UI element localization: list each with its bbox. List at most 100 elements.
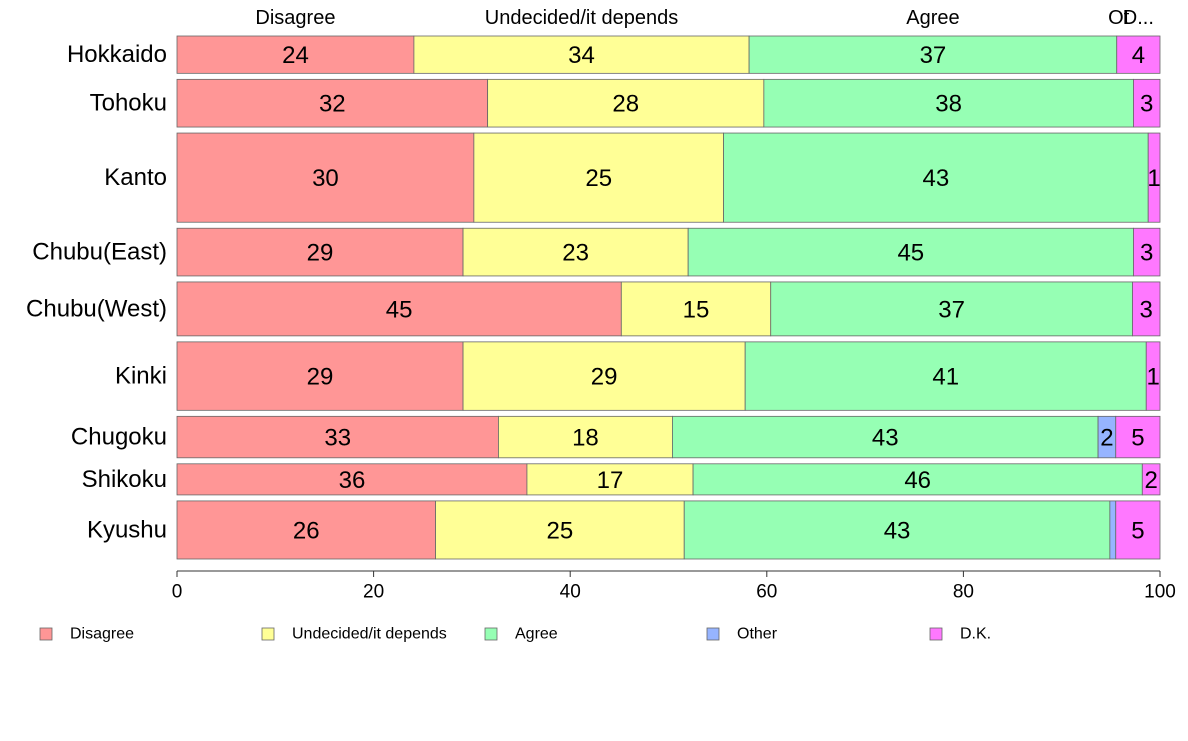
bar-segment [176,415,499,459]
data-label: 1 [1147,165,1160,192]
data-label: 1 [1146,364,1159,391]
data-label: 43 [884,517,911,544]
category-label: Kyushu [87,516,167,543]
category-label: Shikoku [82,466,167,493]
legend-label: D.K. [960,626,991,643]
bar-segment [1147,132,1161,223]
data-label: 37 [920,42,947,69]
bar-segment [1132,281,1161,337]
bar-segment [672,415,1099,459]
bar-segment [473,132,724,223]
category-label: Hokkaido [67,41,167,68]
data-label: 26 [293,517,320,544]
bar-segment [498,415,673,459]
bar-segment [176,78,489,128]
x-tick-label: 20 [363,582,384,603]
top-series-label: Disagree [255,7,335,29]
data-label: 23 [562,240,589,267]
bar-segment [744,341,1147,411]
bar-segment [435,500,685,560]
category-label: Kanto [104,164,167,191]
data-label: 3 [1140,240,1153,267]
bar-segment [1141,463,1161,496]
top-series-label: D... [1123,7,1154,29]
data-label: 5 [1131,425,1144,452]
bar-segment [462,227,689,277]
legend-swatch [484,627,498,641]
data-label: 3 [1140,91,1153,118]
data-label: 30 [312,165,339,192]
data-label: 33 [324,425,351,452]
legend-label: Agree [515,626,558,643]
legend-swatch [39,627,53,641]
x-tick-label: 40 [560,582,581,603]
category-label: Chugoku [71,424,167,451]
category-label: Tohoku [90,90,167,117]
bar-segment [176,227,464,277]
bar-segment [176,500,436,560]
bar-segment [1115,415,1161,459]
data-label: 29 [307,364,334,391]
category-label: Chubu(West) [26,295,167,322]
top-series-label: Agree [906,7,959,29]
bar-segment [1133,227,1161,277]
data-label: 41 [932,364,959,391]
data-label: 43 [923,165,950,192]
top-series-label: Undecided/it depends [485,7,678,29]
bar-segment [1109,500,1117,560]
data-label: 4 [1132,42,1145,69]
bar-segment [176,35,415,74]
bar-segment [176,132,475,223]
data-label: 28 [612,91,639,118]
legend-label: Disagree [70,626,134,643]
legend-label: Undecided/it depends [292,626,447,643]
x-tick-label: 80 [953,582,974,603]
data-label: 38 [935,91,962,118]
x-tick-label: 60 [756,582,777,603]
data-label: 5 [1131,517,1144,544]
data-label: 43 [872,425,899,452]
bar-segment [763,78,1134,128]
legend-label: Other [737,626,778,643]
bar-segment [487,78,765,128]
data-label: 34 [568,42,595,69]
bar-segment [176,463,528,496]
category-label: Chubu(East) [32,239,167,266]
bar-segment [1116,35,1161,74]
bar-segment [1133,78,1161,128]
category-label: Kinki [115,363,167,390]
bar-segment [526,463,694,496]
data-label: 25 [547,517,574,544]
data-label: 45 [386,296,413,323]
data-label: 3 [1140,296,1153,323]
data-label: 46 [904,467,931,494]
x-tick-label: 100 [1144,582,1176,603]
data-label: 17 [597,467,624,494]
data-label: 2 [1100,425,1113,452]
data-label: 36 [339,467,366,494]
data-label: 45 [897,240,924,267]
bar-segment [770,281,1133,337]
data-label: 32 [319,91,346,118]
data-label: 29 [307,240,334,267]
data-label: 15 [683,296,710,323]
bar-segment [413,35,750,74]
bar-segment [1115,500,1161,560]
data-label: 18 [572,425,599,452]
data-label: 24 [282,42,309,69]
legend-swatch [261,627,275,641]
data-label: 25 [585,165,612,192]
bar-segment [1145,341,1161,411]
data-label: 29 [591,364,618,391]
bar-segment [687,227,1134,277]
data-label: 2 [1144,467,1157,494]
top-series-label: Ot [1108,7,1130,29]
x-tick-label: 0 [172,582,183,603]
bar-segment [748,35,1118,74]
legend-swatch [929,627,943,641]
legend-swatch [706,627,720,641]
bar-segment [462,341,746,411]
data-label: 37 [938,296,965,323]
